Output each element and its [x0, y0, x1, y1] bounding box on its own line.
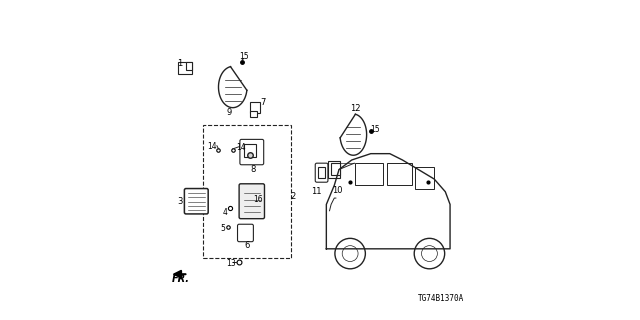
Bar — [250, 111, 257, 117]
Bar — [355, 163, 383, 185]
Text: 16: 16 — [253, 195, 263, 204]
Text: 12: 12 — [349, 104, 360, 113]
Bar — [319, 167, 324, 178]
Text: 8: 8 — [251, 165, 256, 174]
Text: 15: 15 — [239, 52, 249, 61]
Bar — [186, 62, 192, 70]
FancyBboxPatch shape — [184, 188, 208, 214]
Bar — [203, 125, 291, 258]
Text: 3: 3 — [178, 197, 183, 206]
Bar — [332, 163, 340, 175]
Text: 7: 7 — [260, 99, 266, 108]
Bar — [415, 167, 434, 188]
Text: 13: 13 — [227, 259, 236, 268]
Text: 6: 6 — [244, 241, 250, 250]
Bar — [328, 161, 340, 178]
Text: 5: 5 — [221, 224, 226, 233]
Text: 4: 4 — [222, 208, 227, 217]
Text: 2: 2 — [291, 192, 296, 201]
Text: TG74B1370A: TG74B1370A — [418, 294, 465, 303]
Text: 9: 9 — [227, 108, 232, 117]
Text: 14: 14 — [236, 143, 246, 152]
Text: 10: 10 — [332, 186, 342, 195]
Text: FR.: FR. — [172, 274, 189, 284]
Bar — [250, 102, 260, 113]
FancyBboxPatch shape — [316, 163, 328, 182]
Bar — [244, 144, 256, 157]
FancyBboxPatch shape — [239, 184, 264, 219]
FancyBboxPatch shape — [237, 224, 253, 242]
Bar — [178, 62, 192, 74]
Text: 1: 1 — [177, 59, 182, 68]
FancyBboxPatch shape — [240, 140, 264, 165]
Text: 11: 11 — [310, 187, 321, 196]
Text: 14: 14 — [207, 142, 217, 151]
Bar — [387, 163, 412, 185]
Text: 15: 15 — [371, 125, 380, 134]
